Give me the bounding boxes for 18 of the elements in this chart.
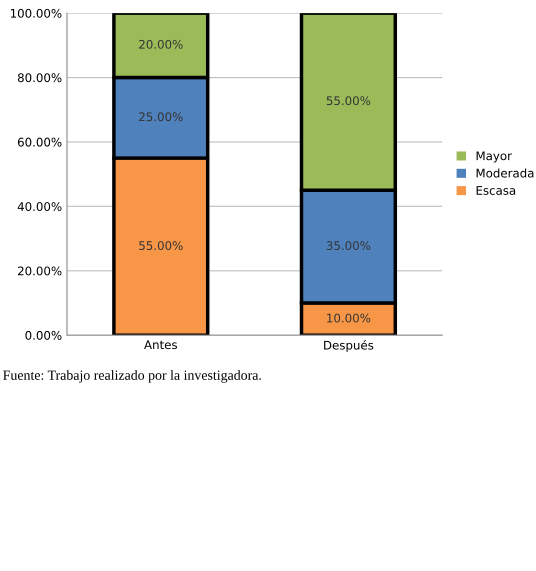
x-tick-label: Antes — [144, 340, 178, 350]
x-tick-label: Después — [324, 340, 374, 352]
data-label: 25.00% — [139, 112, 183, 122]
y-tick-label: 20.00% — [18, 266, 62, 276]
legend-label: Mayor — [476, 151, 512, 163]
data-label: 10.00% — [327, 314, 370, 322]
data-label: 20.00% — [139, 40, 183, 49]
y-tick-label: 40.00% — [18, 202, 62, 212]
data-label: 55.00% — [326, 96, 370, 106]
data-label: 35.00% — [326, 241, 370, 250]
legend-label: Escasa — [476, 186, 516, 195]
y-tick-label: 100.00% — [10, 8, 62, 18]
y-tick-label: 0.00% — [25, 330, 62, 340]
source-note: Fuente: Trabajo realizado por la investigadora. — [3, 370, 261, 383]
y-tick-label: 80.00% — [18, 73, 62, 82]
legend-label: Moderada — [476, 168, 534, 178]
y-tick-label: 60.00% — [18, 138, 62, 147]
data-label: 55.00% — [139, 241, 183, 250]
